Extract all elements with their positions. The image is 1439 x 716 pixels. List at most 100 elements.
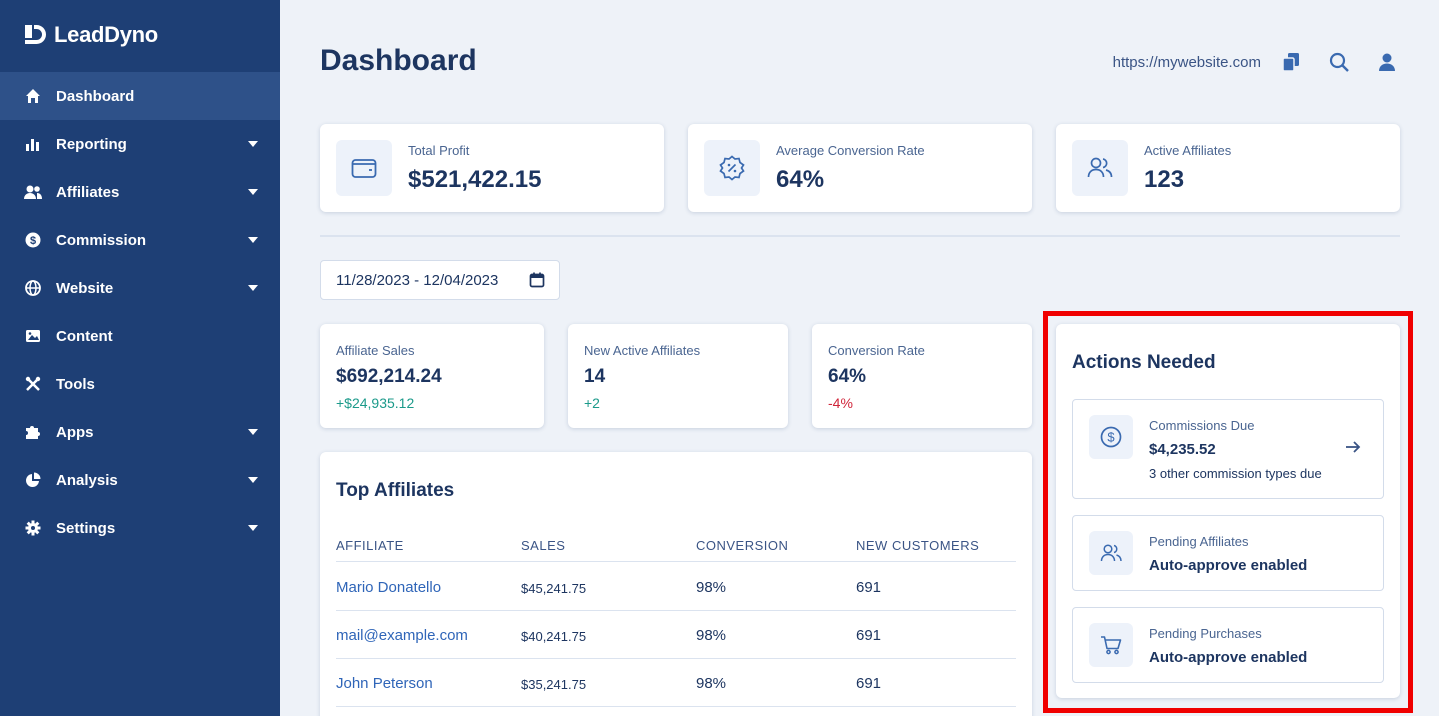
action-pending-affiliates[interactable]: Pending Affiliates Auto-approve enabled <box>1072 515 1384 591</box>
affiliate-name-link[interactable]: Mario Donatello <box>336 579 442 596</box>
sidebar-item-label: Website <box>56 279 114 297</box>
sales-cell: $35,241.75 <box>521 677 587 692</box>
stat-value: 64% <box>776 166 825 193</box>
sidebar-item-label: Apps <box>56 423 94 441</box>
date-range-value: 11/28/2023 - 12/04/2023 <box>336 271 499 289</box>
action-value: $4,235.52 <box>1149 441 1216 458</box>
column-header-conversion[interactable]: CONVERSION <box>696 538 789 553</box>
section-title: Actions Needed <box>1072 352 1216 373</box>
action-subtext: 3 other commission types due <box>1149 466 1322 481</box>
chevron-down-icon <box>248 477 258 483</box>
sidebar-item-analysis[interactable]: Analysis <box>0 456 280 504</box>
dollar-circle-icon: $ <box>1089 415 1133 459</box>
date-range-picker[interactable]: 11/28/2023 - 12/04/2023 <box>320 260 560 300</box>
chevron-down-icon <box>248 189 258 195</box>
action-value: Auto-approve enabled <box>1149 557 1308 574</box>
sidebar-item-label: Content <box>56 327 113 345</box>
cart-icon <box>1089 623 1133 667</box>
action-label: Pending Purchases <box>1149 626 1262 641</box>
mini-stat-new-active-affiliates: New Active Affiliates 14 +2 <box>568 324 788 428</box>
table-header: AFFILIATE SALES CONVERSION NEW CUSTOMERS <box>336 538 1016 562</box>
column-header-sales[interactable]: SALES <box>521 538 566 553</box>
stat-label: New Active Affiliates <box>584 343 701 358</box>
action-label: Commissions Due <box>1149 418 1255 433</box>
sidebar-item-affiliates[interactable]: Affiliates <box>0 168 280 216</box>
affiliate-name-link[interactable]: John Peterson <box>336 675 433 692</box>
sidebar: LeadDyno Dashboard Reporting Affiliates … <box>0 0 280 716</box>
stat-value: $692,214.24 <box>336 366 442 387</box>
stat-label: Affiliate Sales <box>336 343 415 358</box>
sidebar-item-commission[interactable]: $ Commission <box>0 216 280 264</box>
sidebar-item-label: Analysis <box>56 471 118 489</box>
gear-icon <box>24 519 42 537</box>
wallet-icon <box>336 140 392 196</box>
users-icon <box>24 183 42 201</box>
stat-delta: +2 <box>584 395 600 411</box>
table-row: mail@example.com $40,241.75 98% 691 <box>336 611 1016 659</box>
pie-chart-icon <box>24 471 42 489</box>
sidebar-item-content[interactable]: Content <box>0 312 280 360</box>
home-icon <box>24 87 42 105</box>
stat-value: 64% <box>828 366 867 387</box>
stat-card-avg-conversion: Average Conversion Rate 64% <box>688 124 1032 212</box>
svg-text:$: $ <box>30 235 36 247</box>
chevron-down-icon <box>248 237 258 243</box>
action-pending-purchases[interactable]: Pending Purchases Auto-approve enabled <box>1072 607 1384 683</box>
conversion-cell: 98% <box>696 675 727 692</box>
stat-label: Total Profit <box>408 143 470 158</box>
column-header-affiliate[interactable]: AFFILIATE <box>336 538 404 553</box>
sales-cell: $40,241.75 <box>521 629 587 644</box>
sidebar-item-dashboard[interactable]: Dashboard <box>0 72 280 120</box>
new-customers-cell: 691 <box>856 579 882 596</box>
logo-text: LeadDyno <box>54 22 158 47</box>
mini-stat-conversion-rate: Conversion Rate 64% -4% <box>812 324 1032 428</box>
user-icon[interactable] <box>1375 50 1399 74</box>
sidebar-item-label: Commission <box>56 231 147 249</box>
section-title: Top Affiliates <box>336 480 455 501</box>
sidebar-item-label: Affiliates <box>56 183 120 201</box>
globe-icon <box>24 279 42 297</box>
sales-cell: $45,241.75 <box>521 581 587 596</box>
website-url[interactable]: https://mywebsite.com <box>1112 53 1261 71</box>
arrow-right-icon[interactable] <box>1345 440 1361 459</box>
svg-text:$: $ <box>1107 430 1115 445</box>
image-icon <box>24 327 42 345</box>
top-affiliates-card: Top Affiliates AFFILIATE SALES CONVERSIO… <box>320 452 1032 716</box>
sidebar-item-tools[interactable]: Tools <box>0 360 280 408</box>
sidebar-item-website[interactable]: Website <box>0 264 280 312</box>
logo[interactable]: LeadDyno <box>24 22 158 48</box>
table-row: Mario Donatello $45,241.75 98% 691 <box>336 563 1016 611</box>
search-icon[interactable] <box>1327 50 1351 74</box>
actions-needed-card: Actions Needed $ Commissions Due $4,235.… <box>1056 324 1400 698</box>
chevron-down-icon <box>248 285 258 291</box>
bar-chart-icon <box>24 135 42 153</box>
conversion-cell: 98% <box>696 579 727 596</box>
stat-value: $521,422.15 <box>408 166 542 193</box>
leaddyno-logo-icon <box>25 25 46 44</box>
header-actions: https://mywebsite.com <box>1113 50 1399 74</box>
users-icon <box>1072 140 1128 196</box>
stat-label: Active Affiliates <box>1144 143 1232 158</box>
new-customers-cell: 691 <box>856 627 882 644</box>
action-label: Pending Affiliates <box>1149 534 1249 549</box>
puzzle-icon <box>24 423 42 441</box>
percent-badge-icon <box>704 140 760 196</box>
stat-value: 14 <box>584 366 606 387</box>
tools-icon <box>24 375 42 393</box>
users-icon <box>1089 531 1133 575</box>
dollar-circle-icon: $ <box>24 231 42 249</box>
page-title: Dashboard <box>320 44 477 77</box>
sidebar-item-apps[interactable]: Apps <box>0 408 280 456</box>
sidebar-item-label: Reporting <box>56 135 127 153</box>
stat-card-total-profit: Total Profit $521,422.15 <box>320 124 664 212</box>
action-value: Auto-approve enabled <box>1149 649 1308 666</box>
sidebar-item-reporting[interactable]: Reporting <box>0 120 280 168</box>
copy-icon[interactable] <box>1279 50 1303 74</box>
stat-label: Conversion Rate <box>828 343 925 358</box>
sidebar-item-settings[interactable]: Settings <box>0 504 280 552</box>
sidebar-item-label: Tools <box>56 375 95 393</box>
action-commissions-due[interactable]: $ Commissions Due $4,235.52 3 other comm… <box>1072 399 1384 499</box>
calendar-icon <box>529 272 545 292</box>
affiliate-name-link[interactable]: mail@example.com <box>336 627 468 644</box>
column-header-new-customers[interactable]: NEW CUSTOMERS <box>856 538 980 553</box>
